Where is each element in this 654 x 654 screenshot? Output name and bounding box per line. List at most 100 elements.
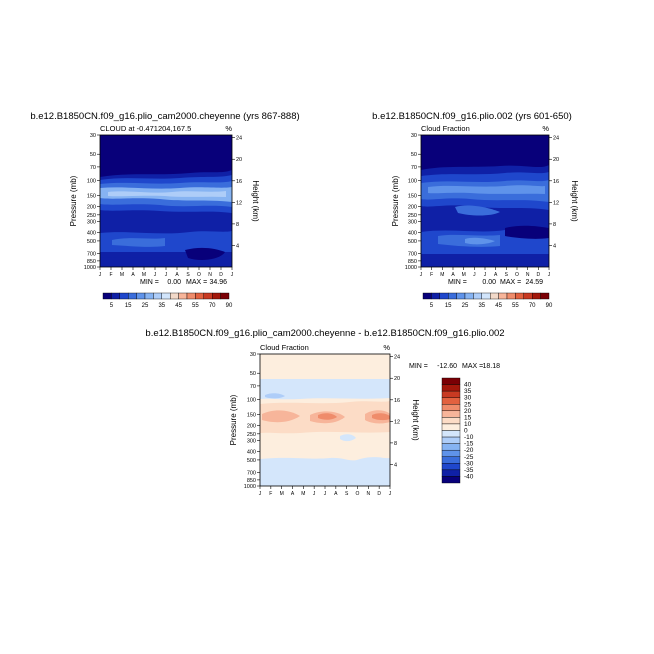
y-right-tick-label: 24 xyxy=(553,136,559,142)
colorbar-label: 20 xyxy=(464,408,472,415)
x-tick-label: A xyxy=(494,272,498,278)
colorbar-label: 5 xyxy=(430,303,434,309)
colorbar-box xyxy=(441,384,461,392)
y-right-tick-label: 16 xyxy=(394,398,400,404)
colorbar-label: -20 xyxy=(464,447,474,454)
y-right-tick-label: 16 xyxy=(236,179,242,185)
y-tick-label: 200 xyxy=(408,204,417,210)
y-right-tick-label: 12 xyxy=(394,419,400,425)
x-tick-label: J xyxy=(313,491,316,497)
colorbar-box xyxy=(220,292,230,300)
y-right-tick-label: 20 xyxy=(394,376,400,382)
panel-3-min-value: -12.60 xyxy=(437,363,457,370)
colorbar-box xyxy=(441,404,461,412)
panel-3-min-label: MIN = xyxy=(409,363,428,370)
y-tick-label: 250 xyxy=(247,432,256,438)
colorbar-label: 25 xyxy=(462,303,469,309)
y-right-tick-label: 8 xyxy=(394,441,397,447)
colorbar-box xyxy=(464,292,474,300)
panel-3-ylabel: Pressure (mb) xyxy=(229,394,238,445)
colorbar-box xyxy=(498,292,508,300)
colorbar-box xyxy=(441,410,461,418)
colorbar-box xyxy=(506,292,516,300)
colorbar-label: 45 xyxy=(495,303,502,309)
panel-3-subtitle-left: Cloud Fraction xyxy=(260,343,309,352)
panel-3-field xyxy=(260,354,390,486)
colorbar-label: 90 xyxy=(226,303,233,309)
y-tick-label: 300 xyxy=(408,220,417,226)
y-right-tick-label: 8 xyxy=(553,222,556,228)
panel-1-colorbar: 5 15 25 35 45 55 70 90 xyxy=(102,292,233,309)
y-tick-label: 250 xyxy=(408,213,417,219)
x-tick-label: J xyxy=(420,272,423,278)
colorbar-label: 30 xyxy=(464,395,472,402)
y-tick-label: 100 xyxy=(87,178,96,184)
panel-1-subtitle-left: CLOUD at -0.471204,167.5 xyxy=(100,124,191,133)
y-tick-label: 500 xyxy=(247,458,256,464)
colorbar-box xyxy=(441,449,461,457)
panel-1-title: b.e12.B1850CN.f09_g16.plio_cam2000.cheye… xyxy=(30,111,299,122)
x-tick-label: M xyxy=(120,272,124,278)
x-tick-label: O xyxy=(197,272,201,278)
colorbar-box xyxy=(144,292,154,300)
colorbar-label: 55 xyxy=(512,303,519,309)
y-right-tick-label: 4 xyxy=(236,243,239,249)
x-tick-label: M xyxy=(462,272,466,278)
panel-1-y-ticks-right: 24 20 16 12 8 4 xyxy=(232,136,242,249)
x-tick-label: J xyxy=(389,491,392,497)
colorbar-label: 35 xyxy=(478,303,485,309)
x-tick-label: J xyxy=(324,491,327,497)
y-right-tick-label: 4 xyxy=(553,243,556,249)
colorbar-box xyxy=(441,397,461,405)
panel-3-max-value: 18.18 xyxy=(482,363,500,370)
colorbar-box xyxy=(515,292,525,300)
colorbar-label: 45 xyxy=(175,303,182,309)
y-tick-label: 70 xyxy=(90,165,96,171)
y-tick-label: 850 xyxy=(408,259,417,265)
colorbar-label: 25 xyxy=(464,401,472,408)
x-tick-label: J xyxy=(231,272,234,278)
y-right-tick-label: 24 xyxy=(236,136,242,142)
colorbar-label: -25 xyxy=(464,454,474,461)
panel-3: b.e12.B1850CN.f09_g16.plio_cam2000.cheye… xyxy=(145,328,504,497)
y-tick-label: 300 xyxy=(247,439,256,445)
colorbar-box xyxy=(441,443,461,451)
colorbar-label: -35 xyxy=(464,467,474,474)
panel-2-max-label: MAX = xyxy=(500,279,521,286)
panel-2: b.e12.B1850CN.f09_g16.plio.002 (yrs 601-… xyxy=(372,111,579,309)
colorbar-box xyxy=(431,292,440,300)
colorbar-box xyxy=(195,292,204,300)
y-tick-label: 700 xyxy=(247,471,256,477)
colorbar-label: 55 xyxy=(192,303,199,309)
panel-3-y-ticks-right: 24 20 16 12 8 4 xyxy=(390,355,400,468)
x-tick-label: N xyxy=(367,491,371,497)
colorbar-box xyxy=(441,430,461,438)
colorbar-box xyxy=(441,463,461,471)
y-tick-label: 100 xyxy=(408,178,417,184)
y-tick-label: 700 xyxy=(87,252,96,258)
colorbar-box xyxy=(441,417,461,425)
colorbar-box xyxy=(136,292,146,300)
colorbar-box xyxy=(490,292,499,300)
colorbar-box xyxy=(441,390,461,398)
x-tick-label: M xyxy=(301,491,305,497)
panel-3-title: b.e12.B1850CN.f09_g16.plio_cam2000.cheye… xyxy=(145,328,504,339)
x-tick-label: A xyxy=(334,491,338,497)
y-tick-label: 400 xyxy=(408,231,417,237)
colorbar-label: 25 xyxy=(142,303,149,309)
colorbar-label: 10 xyxy=(464,421,472,428)
colorbar-label: -30 xyxy=(464,460,474,467)
colorbar-label: 15 xyxy=(125,303,132,309)
colorbar-label: 90 xyxy=(546,303,553,309)
y-right-tick-label: 20 xyxy=(553,157,559,163)
x-tick-label: A xyxy=(451,272,455,278)
colorbar-box xyxy=(441,456,461,464)
y-tick-label: 150 xyxy=(408,194,417,200)
colorbar-box xyxy=(473,292,482,300)
colorbar-box xyxy=(169,292,179,300)
